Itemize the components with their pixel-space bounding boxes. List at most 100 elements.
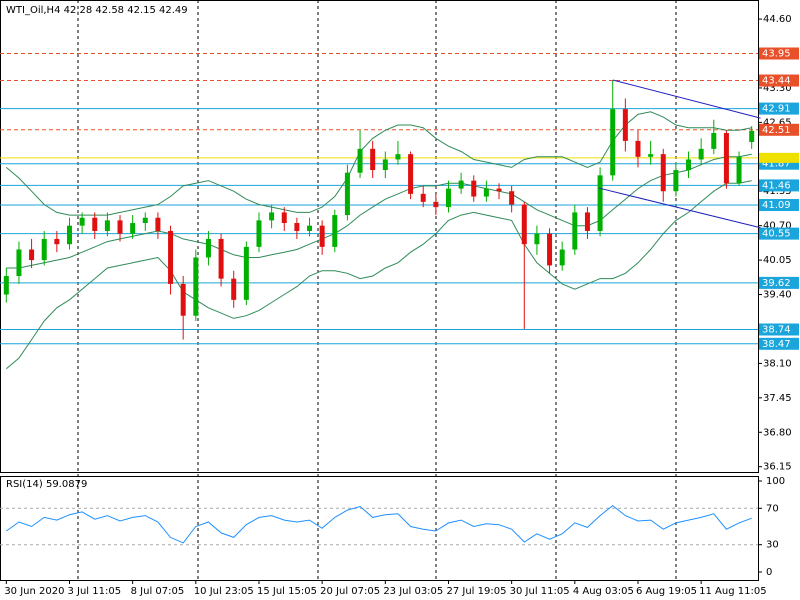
candle-body xyxy=(660,154,666,192)
price-line-tag xyxy=(759,152,799,163)
candle-body xyxy=(243,246,249,300)
candle-body xyxy=(307,225,313,231)
candle-body xyxy=(117,220,123,234)
x-tick-label: 11 Aug 11:05 xyxy=(699,586,766,597)
level-label-bg xyxy=(759,337,799,350)
candle-body xyxy=(29,249,35,261)
y-tick-label: 30 xyxy=(766,540,779,551)
x-tick-label: 27 Jul 19:05 xyxy=(446,586,506,597)
candle-body xyxy=(673,170,679,192)
candle-body xyxy=(458,180,464,189)
level-label-bg xyxy=(759,102,799,115)
candle-body xyxy=(357,148,363,173)
trendline xyxy=(598,187,761,229)
candle-body xyxy=(635,140,641,157)
y-tick-label: 41.35 xyxy=(763,186,792,197)
candle-body xyxy=(597,175,603,231)
candle-body xyxy=(547,233,553,266)
y-tick-label: 44.60 xyxy=(763,14,792,25)
rsi-frame xyxy=(0,476,759,581)
x-tick-label: 8 Jul 07:05 xyxy=(131,586,185,597)
level-label: 41.09 xyxy=(762,200,791,211)
candle-body xyxy=(445,188,451,208)
candle-body xyxy=(142,217,148,224)
candle-body xyxy=(54,238,60,245)
y-tick-label: 40.05 xyxy=(763,255,792,266)
candle-body xyxy=(79,217,85,226)
candle-body xyxy=(698,148,704,160)
level-label: 43.95 xyxy=(762,49,791,60)
y-tick-label: 36.80 xyxy=(763,427,792,438)
candle-body xyxy=(622,109,628,141)
rsi-line xyxy=(6,504,752,544)
candle-body xyxy=(572,212,578,250)
y-tick-label: 70 xyxy=(766,503,779,514)
candle-body xyxy=(471,180,477,197)
x-tick-label: 20 Jul 07:05 xyxy=(320,586,380,597)
candle-body xyxy=(584,212,590,231)
level-label: 42.51 xyxy=(762,125,791,136)
candle-body xyxy=(420,193,426,202)
candle-body xyxy=(433,201,439,208)
x-tick-label: 4 Aug 03:05 xyxy=(573,586,634,597)
candle-body xyxy=(344,172,350,216)
x-tick-label: 15 Jul 15:05 xyxy=(257,586,317,597)
y-tick-label: 100 xyxy=(766,476,785,487)
candle-body xyxy=(41,238,47,261)
candle-body xyxy=(319,225,325,247)
candle-body xyxy=(205,238,211,258)
candle-body xyxy=(559,249,565,266)
band-line xyxy=(6,153,752,269)
candle-body xyxy=(155,217,161,231)
rsi-title: RSI(14) 59.0879 xyxy=(6,479,87,490)
x-tick-label: 3 Jul 11:05 xyxy=(67,586,121,597)
candle-body xyxy=(130,223,136,234)
candle-body xyxy=(104,220,110,231)
level-label: 38.74 xyxy=(762,324,791,335)
candle-body xyxy=(193,257,199,316)
candle-body xyxy=(749,130,755,142)
level-label: 38.47 xyxy=(762,339,791,350)
candle-body xyxy=(269,212,275,221)
candle-body xyxy=(408,154,414,194)
y-tick-label: 39.40 xyxy=(763,290,792,301)
level-label-bg xyxy=(759,276,799,289)
y-tick-label: 43.30 xyxy=(763,83,792,94)
candle-body xyxy=(736,156,742,184)
candle-body xyxy=(92,217,98,231)
candle-body xyxy=(382,159,388,171)
level-label-bg xyxy=(759,199,799,212)
candle-body xyxy=(218,238,224,279)
x-tick-label: 6 Aug 19:05 xyxy=(636,586,697,597)
level-label: 39.62 xyxy=(762,278,791,289)
band-line xyxy=(5,180,752,370)
level-label-bg xyxy=(759,47,799,60)
candle-body xyxy=(294,223,300,231)
candle-body xyxy=(3,275,9,295)
y-tick-label: 40.70 xyxy=(763,221,792,232)
x-tick-label: 30 Jul 11:05 xyxy=(510,586,570,597)
level-label: 41.46 xyxy=(762,180,791,191)
y-tick-label: 36.15 xyxy=(763,462,792,473)
candle-body xyxy=(281,212,287,224)
candle-body xyxy=(370,148,376,171)
candle-body xyxy=(180,283,186,316)
candle-body xyxy=(483,188,489,197)
level-label-bg xyxy=(759,227,799,240)
frames xyxy=(0,0,759,581)
level-label: 41.87 xyxy=(762,159,791,170)
y-tick-label: 38.10 xyxy=(763,358,792,369)
candle-body xyxy=(686,159,692,171)
candle-body xyxy=(648,154,654,157)
candle-body xyxy=(332,215,338,247)
main-frame xyxy=(0,0,759,473)
y-tick-label: 42.65 xyxy=(763,117,792,128)
candle-body xyxy=(534,233,540,245)
level-label: 40.55 xyxy=(762,229,791,240)
trendline xyxy=(612,79,761,119)
level-label: 43.44 xyxy=(762,76,791,87)
candle-body xyxy=(395,154,401,160)
x-tick-label: 10 Jul 23:05 xyxy=(194,586,254,597)
candle-body xyxy=(509,191,515,205)
